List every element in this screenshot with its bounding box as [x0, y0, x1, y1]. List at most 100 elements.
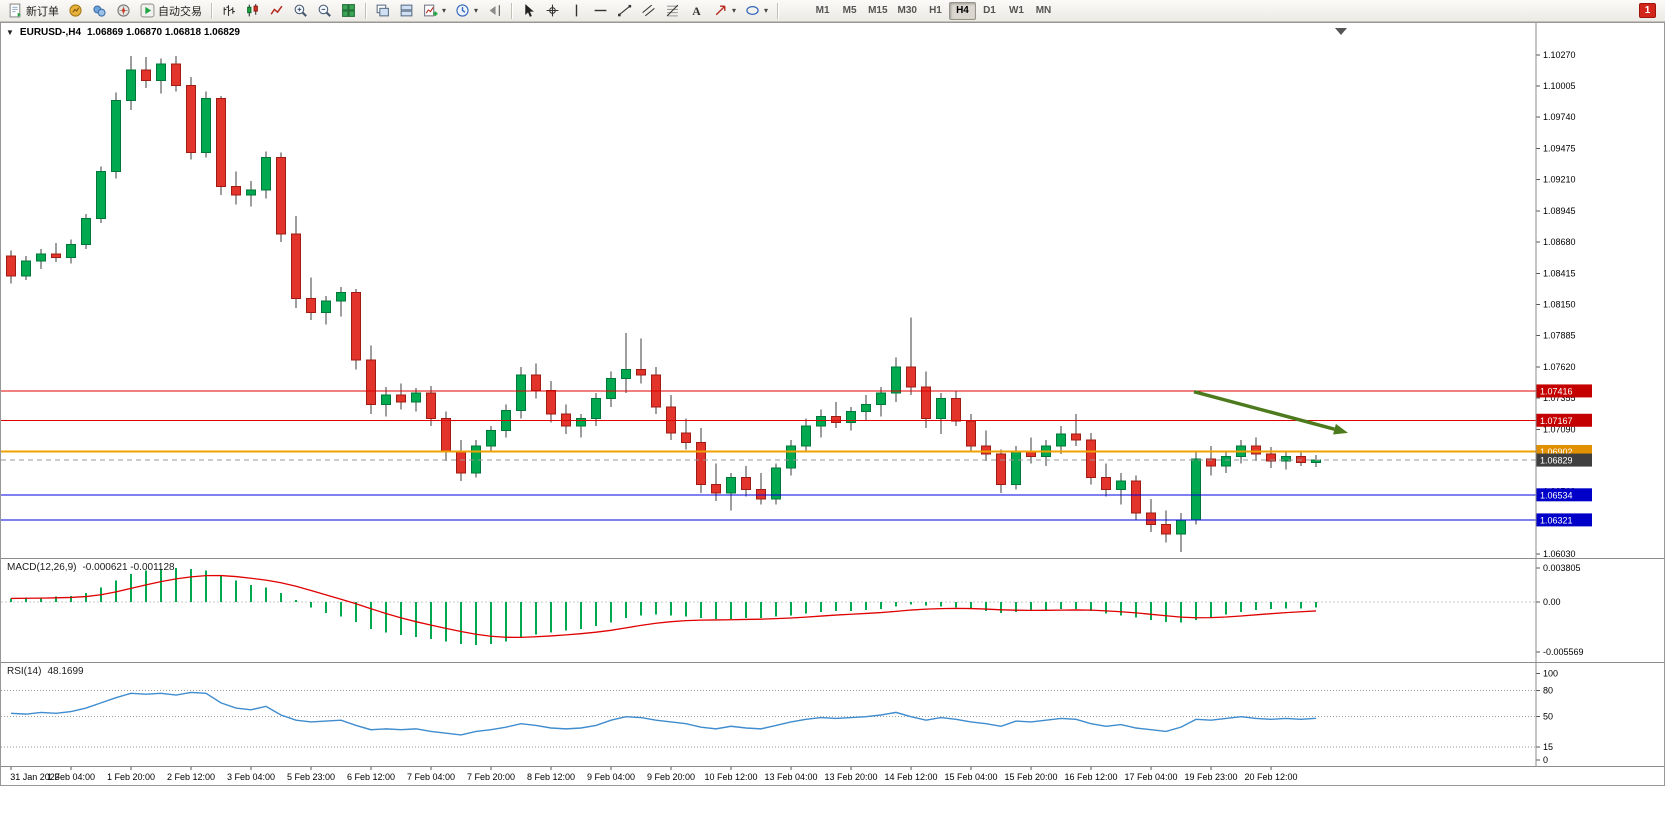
svg-text:31 Jan 2023: 31 Jan 2023	[10, 772, 60, 782]
svg-text:7 Feb 20:00: 7 Feb 20:00	[467, 772, 515, 782]
tile-windows-button[interactable]	[337, 1, 360, 21]
timeframe-d1-button[interactable]: D1	[976, 2, 1003, 20]
arrows-tool-button[interactable]: ▾	[709, 1, 740, 21]
svg-text:1.08415: 1.08415	[1543, 268, 1576, 278]
zoom-in-button[interactable]	[289, 1, 312, 21]
arrow-tool-icon	[713, 3, 728, 18]
toolbar-right: 1	[1639, 3, 1661, 18]
timeframe-m30-button[interactable]: M30	[893, 2, 922, 20]
market-watch-icon	[68, 3, 83, 18]
price-label-box	[1536, 488, 1592, 502]
text-tool-icon: A	[689, 3, 704, 18]
price-label-box	[1536, 453, 1592, 467]
svg-text:15: 15	[1543, 742, 1553, 752]
chart-shift-button[interactable]	[483, 1, 506, 21]
fibonacci-tool-button[interactable]	[661, 1, 684, 21]
timeframe-h1-button[interactable]: H1	[922, 2, 949, 20]
zoom-in-icon	[293, 3, 308, 18]
svg-text:1 Feb 04:00: 1 Feb 04:00	[47, 772, 95, 782]
svg-text:1 Feb 20:00: 1 Feb 20:00	[107, 772, 155, 782]
svg-text:1.06030: 1.06030	[1543, 549, 1576, 559]
candlestick-chart-button[interactable]	[241, 1, 264, 21]
shapes-tool-icon	[745, 3, 760, 18]
cursor-tool-button[interactable]	[517, 1, 540, 21]
vertical-line-tool-button[interactable]	[565, 1, 588, 21]
svg-text:1.08945: 1.08945	[1543, 206, 1576, 216]
line-chart-button[interactable]	[265, 1, 288, 21]
chart-shift-marker	[1335, 28, 1347, 35]
cascade-windows-button[interactable]	[371, 1, 394, 21]
clock-icon	[455, 3, 470, 18]
rsi-panel[interactable]: 100 80 50 15 0 RSI(14) 48.1699	[1, 663, 1664, 767]
price-label-box	[1536, 513, 1592, 527]
bar-chart-button[interactable]	[217, 1, 240, 21]
toolbar-separator	[365, 2, 366, 19]
macd-axis: 0.003805 0.00 -0.005569	[1536, 563, 1584, 657]
svg-text:16 Feb 12:00: 16 Feb 12:00	[1064, 772, 1117, 782]
shapes-tool-button[interactable]: ▾	[741, 1, 772, 21]
tile-horizontal-button[interactable]	[395, 1, 418, 21]
timeframe-m1-button[interactable]: M1	[809, 2, 836, 20]
navigator-button[interactable]	[112, 1, 135, 21]
new-chart-button[interactable]: ▾	[419, 1, 450, 21]
time-axis[interactable]: 31 Jan 2023 1 Feb 04:00 1 Feb 20:00 2 Feb 1…	[1, 767, 1664, 784]
timeframe-mn-button[interactable]: MN	[1030, 2, 1057, 20]
svg-text:A: A	[692, 5, 701, 18]
svg-text:13 Feb 04:00: 13 Feb 04:00	[764, 772, 817, 782]
svg-text:13 Feb 20:00: 13 Feb 20:00	[824, 772, 877, 782]
svg-text:1.06829: 1.06829	[1540, 456, 1573, 466]
cascade-windows-icon	[375, 3, 390, 18]
fibonacci-icon	[665, 3, 680, 18]
one-click-trading-arrow[interactable]: ▼	[6, 28, 14, 37]
svg-text:1.06534: 1.06534	[1540, 490, 1573, 500]
autotrading-label: 自动交易	[158, 5, 202, 18]
autotrading-icon	[140, 3, 155, 18]
channel-tool-button[interactable]	[637, 1, 660, 21]
periods-button[interactable]: ▾	[451, 1, 482, 21]
chevron-down-icon: ▾	[732, 6, 737, 15]
svg-text:50: 50	[1543, 712, 1553, 722]
timeframe-h4-button[interactable]: H4	[948, 1, 976, 20]
toolbar-separator	[777, 2, 779, 19]
rsi-canvas[interactable]: 100 80 50 15 0	[1, 663, 1664, 767]
svg-text:1.09740: 1.09740	[1543, 112, 1576, 122]
macd-panel[interactable]: 0.003805 0.00 -0.005569 MACD(12,26,9) -0.0…	[1, 559, 1664, 663]
candles	[6, 55, 1321, 552]
line-chart-icon	[269, 3, 284, 18]
macd-signal-line	[10, 574, 1317, 639]
svg-text:1.07416: 1.07416	[1540, 386, 1573, 396]
svg-text:0.00: 0.00	[1543, 597, 1561, 607]
market-watch-button[interactable]	[64, 1, 87, 21]
svg-text:5 Feb 23:00: 5 Feb 23:00	[287, 772, 335, 782]
main-chart-panel[interactable]: 1.10270 1.10005 1.09740 1.09475 1.09210 1.089…	[1, 23, 1664, 559]
crosshair-tool-button[interactable]	[541, 1, 564, 21]
tile-horizontal-icon	[399, 3, 414, 18]
text-tool-button[interactable]: A	[685, 1, 708, 21]
autotrading-button[interactable]: 自动交易	[136, 1, 206, 21]
trendline-tool-button[interactable]	[613, 1, 636, 21]
data-window-button[interactable]	[88, 1, 111, 21]
chevron-down-icon: ▾	[764, 6, 769, 15]
svg-text:10 Feb 12:00: 10 Feb 12:00	[704, 772, 757, 782]
svg-text:0: 0	[1543, 755, 1548, 765]
chart-window: 1.10270 1.10005 1.09740 1.09475 1.09210 1.089…	[0, 22, 1665, 786]
svg-text:15 Feb 04:00: 15 Feb 04:00	[944, 772, 997, 782]
notification-badge[interactable]: 1	[1639, 3, 1656, 18]
data-window-icon	[92, 3, 107, 18]
rsi-axis: 100 80 50 15 0	[1536, 668, 1558, 765]
macd-canvas[interactable]: 0.003805 0.00 -0.005569	[1, 559, 1664, 663]
svg-text:-0.005569: -0.005569	[1543, 647, 1584, 657]
timeframe-w1-button[interactable]: W1	[1003, 2, 1030, 20]
new-order-button[interactable]: 新订单	[4, 1, 63, 21]
main-chart-canvas[interactable]: 1.10270 1.10005 1.09740 1.09475 1.09210 1.089…	[1, 23, 1664, 559]
svg-text:1.09210: 1.09210	[1543, 175, 1576, 185]
svg-text:80: 80	[1543, 686, 1553, 696]
horizontal-line-icon	[593, 3, 608, 18]
svg-text:1.10270: 1.10270	[1543, 50, 1576, 60]
timeframe-m15-button[interactable]: M15	[863, 2, 892, 20]
timeframe-m5-button[interactable]: M5	[836, 2, 863, 20]
horizontal-line-tool-button[interactable]	[589, 1, 612, 21]
zoom-out-button[interactable]	[313, 1, 336, 21]
new-order-icon	[8, 3, 23, 18]
